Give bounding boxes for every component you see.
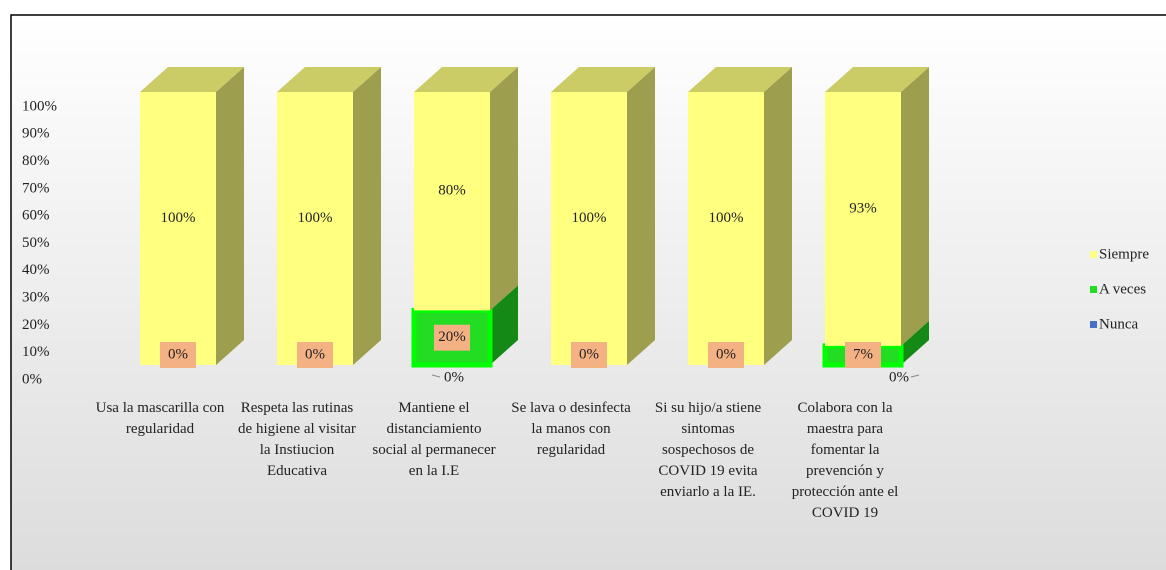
legend-label: Siempre	[1099, 246, 1149, 262]
data-label: 100%	[161, 210, 196, 226]
data-label: 100%	[572, 210, 607, 226]
data-label: 0%	[579, 346, 599, 362]
legend-swatch	[1090, 286, 1097, 293]
legend-swatch	[1090, 321, 1097, 328]
data-label: 0%	[889, 369, 909, 385]
data-label: 0%	[305, 346, 325, 362]
data-label: 80%	[438, 183, 466, 199]
bar-side	[901, 67, 929, 346]
data-label: 100%	[298, 210, 333, 226]
bar-side	[764, 67, 792, 365]
data-label: 0%	[444, 369, 464, 385]
legend-label: Nunca	[1099, 316, 1138, 332]
bar-top	[414, 67, 518, 92]
x-tick-label: Usa la mascarilla con regularidad	[95, 400, 225, 437]
bar-side	[490, 285, 518, 365]
y-tick-label: 40%	[22, 262, 50, 278]
bar-side	[901, 320, 929, 365]
bar-segment	[825, 92, 901, 346]
y-tick-label: 100%	[22, 98, 57, 114]
bar-segment	[277, 92, 353, 365]
bar-segment	[551, 92, 627, 365]
legend-swatch	[1090, 251, 1097, 258]
data-label: 0%	[168, 346, 188, 362]
y-tick-label: 20%	[22, 317, 50, 333]
data-label-box	[845, 342, 881, 368]
data-label: 20%	[438, 329, 466, 345]
leader-line	[910, 374, 920, 378]
y-tick-label: 70%	[22, 180, 50, 196]
bar-top	[825, 67, 929, 92]
bar-top	[688, 67, 792, 92]
y-tick-label: 60%	[22, 208, 50, 224]
x-tick-label: Colabora con la maestra para fomentar la…	[791, 400, 899, 521]
data-label: 0%	[716, 346, 736, 362]
data-label: 7%	[853, 346, 873, 362]
bar-segment	[414, 92, 490, 311]
bar-top	[140, 67, 244, 92]
bar-side	[216, 67, 244, 365]
legend-label: A veces	[1099, 281, 1146, 297]
data-label-box	[571, 342, 607, 368]
y-tick-label: 80%	[22, 153, 50, 169]
x-tick-label: Si su hijo/a stiene sintomas sospechosos…	[654, 400, 762, 500]
data-label-box	[160, 342, 196, 368]
bar-side	[627, 67, 655, 365]
y-tick-label: 50%	[22, 235, 50, 251]
x-tick-label: Mantiene el distanciamiento social al pe…	[372, 400, 496, 479]
bar-side	[490, 67, 518, 311]
data-label-box	[297, 342, 333, 368]
data-label-box	[708, 342, 744, 368]
y-tick-label: 10%	[22, 344, 50, 360]
x-tick-label: Respeta las rutinas de higiene al visita…	[238, 400, 356, 479]
data-label: 100%	[709, 210, 744, 226]
bar-segment	[688, 92, 764, 365]
y-tick-label: 0%	[22, 371, 42, 387]
leader-line	[431, 374, 441, 378]
x-tick-label: Se lava o desinfecta la manos con regula…	[511, 400, 631, 458]
bar-side	[353, 67, 381, 365]
bar-segment	[140, 92, 216, 365]
y-tick-label: 30%	[22, 290, 50, 306]
data-label-box	[434, 324, 470, 351]
bar-top	[551, 67, 655, 92]
bar-top	[277, 67, 381, 92]
y-tick-label: 90%	[22, 126, 50, 142]
data-label: 93%	[849, 200, 877, 216]
